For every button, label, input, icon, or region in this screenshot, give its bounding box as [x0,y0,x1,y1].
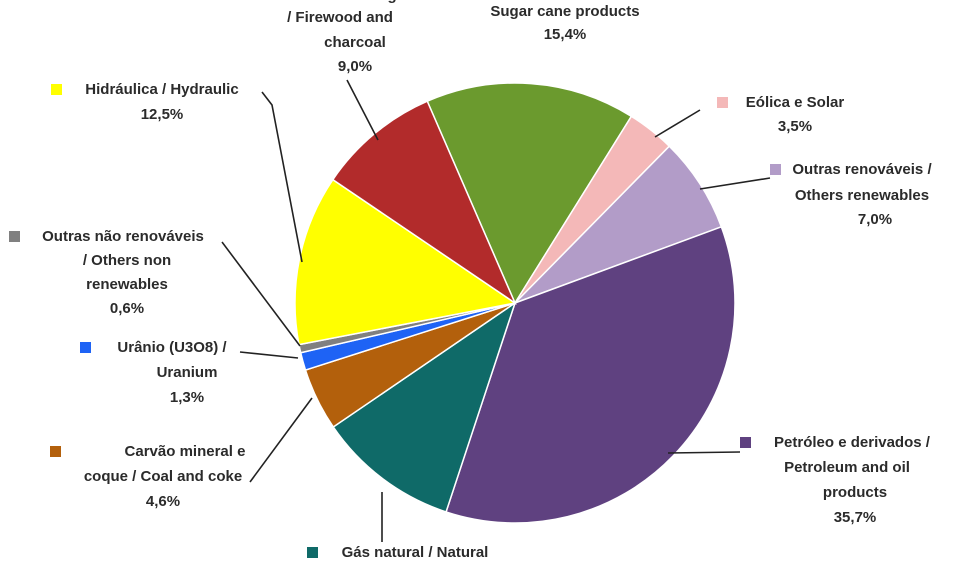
legend-swatch [740,437,751,448]
legend-swatch [50,446,61,457]
legend-swatch [51,84,62,95]
category-label: renewables [86,276,168,293]
pie-slice [294,178,517,346]
legend-swatch [80,342,91,353]
leader-line [261,91,303,263]
leader-line [667,451,741,454]
category-label: Uranium [157,364,218,381]
category-label: Petroleum and oil [784,459,910,476]
value-label: 9,0% [338,58,372,75]
category-label: Petróleo e derivados / [774,434,931,451]
value-label: 0,6% [110,300,144,317]
value-label: 7,0% [858,211,892,228]
pie-slice [332,301,517,513]
category-label: products [823,484,887,501]
category-label: coque / Coal and coke [84,468,242,485]
legend-swatch [307,547,318,558]
category-label: Hidráulica / Hydraulic [85,81,238,98]
category-label: Outras renováveis / [792,161,932,178]
leader-line [346,79,379,141]
category-label: / Others non [83,252,171,269]
category-label: Lenha e carvão vegetal [257,0,422,4]
category-label: Sugar cane products [490,3,639,20]
category-label: Urânio (U3O8) / [117,339,227,356]
category-label: / Firewood and [287,9,393,26]
value-label: 4,6% [146,493,180,510]
value-label: 35,7% [834,509,877,526]
leader-line [654,109,701,138]
category-label: charcoal [324,34,386,51]
pie-slice [426,82,633,305]
pie-slice [445,225,736,524]
value-label: 15,4% [544,26,587,43]
value-label: 12,5% [141,106,184,123]
category-label: Others renewables [795,187,929,204]
legend-swatch [9,231,20,242]
legend-swatch [770,164,781,175]
value-label: 3,5% [778,118,812,135]
value-label: 1,3% [170,389,204,406]
category-label: Carvão mineral e [125,443,246,460]
leader-line [699,177,771,190]
leader-line [239,351,299,359]
category-label: Eólica e Solar [746,94,845,111]
leader-line [221,241,301,347]
legend-swatch [717,97,728,108]
leader-line [249,397,313,483]
category-label: Gás natural / Natural [342,544,489,561]
category-label: Outras não renováveis [42,228,204,245]
